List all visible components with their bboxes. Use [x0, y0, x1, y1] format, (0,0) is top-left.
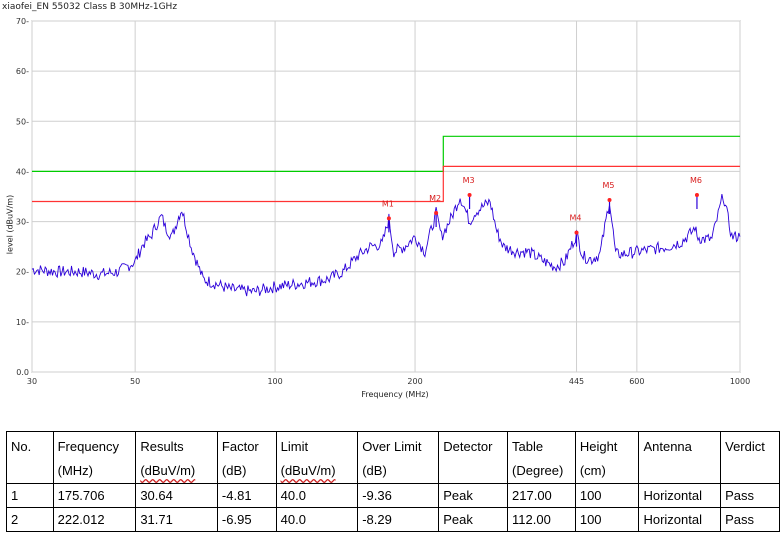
cell: 222.012 [52, 507, 137, 532]
cell: Horizontal [638, 507, 722, 532]
cell: 40.0 [275, 483, 359, 508]
table-row: 2 222.012 31.71 -6.95 40.0 -8.29 Peak 11… [6, 507, 780, 532]
y-tick-label: 50- [16, 117, 29, 126]
header-factor: Factor (dB) [216, 431, 277, 484]
marker-label: M4 [570, 214, 582, 223]
marker-label: M6 [690, 176, 702, 185]
header-frequency: Frequency (MHz) [52, 431, 137, 484]
table-row: 1 175.706 30.64 -4.81 40.0 -9.36 Peak 21… [6, 483, 780, 508]
header-antenna: Antenna [638, 431, 722, 484]
header-height: Height (cm) [574, 431, 640, 484]
y-tick-label: 20- [16, 268, 29, 277]
marker-point [574, 230, 579, 235]
cell: 100 [574, 507, 640, 532]
header-table: Table (Degree) [507, 431, 576, 484]
limit-line-green [32, 135, 740, 172]
y-tick-label: 40- [16, 167, 29, 176]
x-tick-label: 445 [569, 377, 584, 386]
x-tick-label: 50 [130, 377, 140, 386]
emission-chart: 0.0 10- 20- 30- 40- 50- 60- 70- 30 50 100 200 445 600… [16, 17, 750, 386]
x-tick-label: 100 [267, 377, 282, 386]
cell: 30.64 [135, 483, 218, 508]
marker-point [607, 198, 612, 203]
header-no: No. [6, 431, 54, 484]
cell: 40.0 [275, 507, 359, 532]
y-tick-label: 70- [16, 17, 29, 26]
cell: Peak [438, 483, 509, 508]
cell: Horizontal [638, 483, 722, 508]
cell: Peak [438, 507, 509, 532]
cell: Pass [720, 483, 780, 508]
header-over-limit: Over Limit (dB) [357, 431, 440, 484]
cell: 112.00 [507, 507, 576, 532]
cell: 100 [574, 483, 640, 508]
emission-trace [31, 194, 741, 297]
y-axis-label: level (dBuV/m) [5, 194, 15, 255]
x-axis-label: Frequency (MHz) [361, 390, 429, 399]
x-tick-label: 1000 [730, 377, 750, 386]
cell: 31.71 [135, 507, 218, 532]
cell: 175.706 [52, 483, 137, 508]
table-header-row: No. Frequency (MHz) Results (dBuV/m) Facto… [6, 431, 780, 484]
y-tick-label: 30- [16, 218, 29, 227]
y-tick-label: 10- [16, 318, 29, 327]
cell: 1 [6, 483, 54, 508]
x-tick-label: 30 [27, 377, 37, 386]
header-detector: Detector [438, 431, 509, 484]
header-verdict: Verdict [720, 431, 780, 484]
marker-point [386, 216, 391, 221]
marker-point [694, 192, 699, 197]
marker-label: M1 [382, 199, 394, 208]
header-limit: Limit (dBuV/m) [275, 431, 359, 484]
y-tick-label: 60- [16, 67, 29, 76]
cell: Pass [720, 507, 780, 532]
chart-title: xiaofei_EN 55032 Class B 30MHz-1GHz [2, 2, 178, 12]
x-tick-label: 200 [407, 377, 422, 386]
header-results: Results (dBuV/m) [135, 431, 218, 484]
cell: 2 [6, 507, 54, 532]
limit-line-red [32, 165, 740, 203]
results-table: No. Frequency (MHz) Results (dBuV/m) Facto… [6, 431, 780, 532]
cell: -9.36 [357, 483, 440, 508]
marker-label: M2 [429, 194, 441, 203]
cell: -6.95 [216, 507, 277, 532]
marker-point [467, 192, 472, 197]
marker-label: M5 [603, 181, 615, 190]
cell: -4.81 [216, 483, 277, 508]
plot-area [31, 20, 741, 373]
marker-label: M3 [463, 176, 475, 185]
x-tick-label: 600 [629, 377, 644, 386]
marker-point [434, 210, 439, 215]
cell: 217.00 [507, 483, 576, 508]
cell: -8.29 [357, 507, 440, 532]
y-tick-label: 0.0 [16, 368, 29, 377]
